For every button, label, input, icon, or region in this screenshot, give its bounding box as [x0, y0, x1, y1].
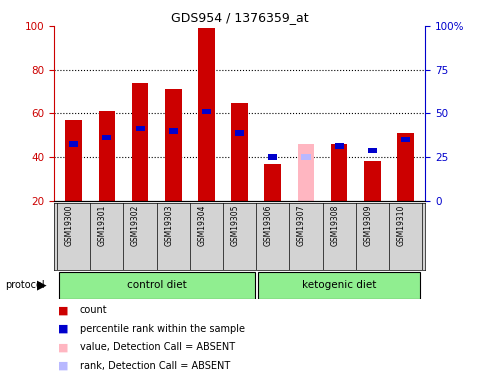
FancyBboxPatch shape [257, 272, 420, 298]
FancyBboxPatch shape [59, 272, 254, 298]
Text: GSM19310: GSM19310 [396, 204, 405, 246]
Bar [168, 128, 178, 133]
Text: GSM19302: GSM19302 [131, 204, 140, 246]
Bar [99, 111, 115, 201]
Bar [102, 135, 111, 140]
Bar [231, 102, 247, 201]
Text: GSM19308: GSM19308 [329, 204, 339, 246]
Bar [367, 148, 376, 153]
Text: GSM19307: GSM19307 [296, 204, 305, 246]
Bar [202, 108, 210, 114]
Text: GSM19300: GSM19300 [64, 204, 74, 246]
Text: ■: ■ [58, 342, 68, 352]
Text: percentile rank within the sample: percentile rank within the sample [80, 324, 244, 334]
Text: GSM19303: GSM19303 [164, 204, 173, 246]
Text: value, Detection Call = ABSENT: value, Detection Call = ABSENT [80, 342, 234, 352]
Text: count: count [80, 305, 107, 315]
Bar [268, 154, 277, 160]
Text: ▶: ▶ [37, 279, 46, 292]
Text: ■: ■ [58, 324, 68, 334]
Text: GSM19304: GSM19304 [197, 204, 206, 246]
Bar [400, 137, 409, 142]
Text: rank, Detection Call = ABSENT: rank, Detection Call = ABSENT [80, 361, 229, 371]
Text: ketogenic diet: ketogenic diet [302, 280, 376, 290]
Bar [69, 141, 78, 147]
Text: protocol: protocol [5, 280, 44, 290]
Bar [264, 164, 281, 201]
Text: GSM19301: GSM19301 [98, 204, 107, 246]
Bar [363, 161, 380, 201]
Text: GSM19305: GSM19305 [230, 204, 239, 246]
Bar [297, 144, 314, 201]
Text: ■: ■ [58, 305, 68, 315]
Bar [198, 28, 214, 201]
Bar [135, 126, 144, 131]
Bar [301, 154, 310, 160]
Bar [65, 120, 82, 201]
Text: control diet: control diet [126, 280, 186, 290]
Bar [164, 90, 181, 201]
Title: GDS954 / 1376359_at: GDS954 / 1376359_at [170, 11, 308, 24]
Text: ■: ■ [58, 361, 68, 371]
Text: GSM19309: GSM19309 [363, 204, 371, 246]
Text: GSM19306: GSM19306 [263, 204, 272, 246]
Bar [235, 130, 244, 136]
Bar [131, 83, 148, 201]
Bar [396, 133, 413, 201]
Bar [334, 143, 343, 149]
Bar [330, 144, 347, 201]
